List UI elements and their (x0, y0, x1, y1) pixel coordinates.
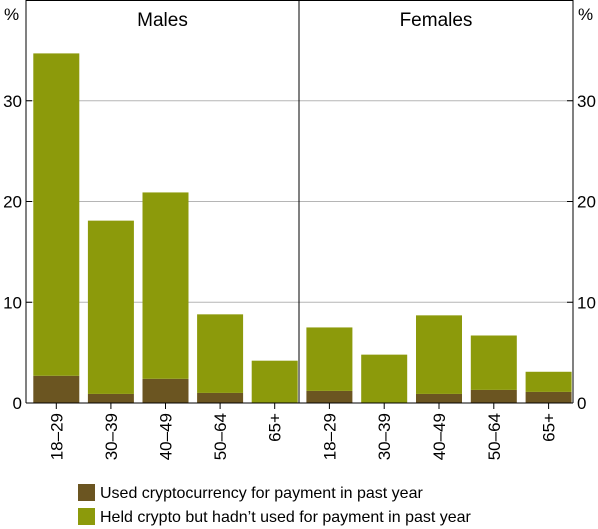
bar-segment (197, 392, 244, 403)
x-tick-label: 65+ (540, 413, 559, 442)
bar-segment (416, 315, 462, 394)
plot-frame (25, 0, 574, 409)
y-unit-label-left: % (4, 5, 19, 24)
bar-segment (470, 335, 517, 390)
bar-segment (361, 354, 408, 403)
bar-segment (306, 327, 353, 391)
x-tick-label: 50–64 (485, 413, 504, 460)
y-tick-label-right: 20 (577, 193, 596, 212)
x-tick-label: 30–39 (375, 413, 394, 460)
x-tick-label: 18–29 (47, 413, 66, 460)
bar-segment (251, 360, 298, 403)
bar-segment (416, 393, 462, 403)
x-tick-label: 30–39 (102, 413, 121, 460)
bar-segment (33, 375, 80, 403)
legend-label: Held crypto but hadn’t used for payment … (100, 509, 472, 526)
y-tick-label-left: 30 (3, 92, 22, 111)
legend: Used cryptocurrency for payment in past … (78, 484, 472, 526)
panel-title: Males (137, 10, 188, 31)
bar-segment (470, 389, 517, 403)
bar-segment (87, 220, 134, 394)
y-tick-label-right: 0 (577, 394, 586, 413)
y-tick-label-left: 20 (3, 193, 22, 212)
x-tick-label: 50–64 (211, 413, 230, 460)
labels: 0 0 10 10 20 20 30 30% % Males 18–29 30–39 40–49 50–6… (3, 5, 596, 460)
x-tick-label: 40–49 (157, 413, 176, 460)
y-tick-label-right: 30 (577, 92, 596, 111)
legend-swatch (78, 508, 95, 525)
bar-segment (525, 371, 572, 392)
legend-label: Used cryptocurrency for payment in past … (100, 485, 423, 502)
bar-segment (33, 53, 80, 376)
bar-segment (142, 192, 189, 379)
bar-segment (306, 390, 353, 403)
legend-swatch (78, 484, 95, 501)
x-tick-label: 40–49 (430, 413, 449, 460)
bar-segment (525, 391, 572, 403)
y-tick-label-right: 10 (577, 293, 596, 312)
x-tick-label: 18–29 (320, 413, 339, 460)
panel-title: Females (400, 10, 473, 31)
y-tick-label-left: 0 (13, 394, 22, 413)
bars (33, 53, 572, 403)
y-tick-label-left: 10 (3, 293, 22, 312)
x-tick-label: 65+ (266, 413, 285, 442)
bar-segment (87, 393, 134, 403)
bar-segment (142, 378, 189, 403)
bar-segment (197, 314, 244, 393)
y-unit-label-right: % (578, 5, 593, 24)
